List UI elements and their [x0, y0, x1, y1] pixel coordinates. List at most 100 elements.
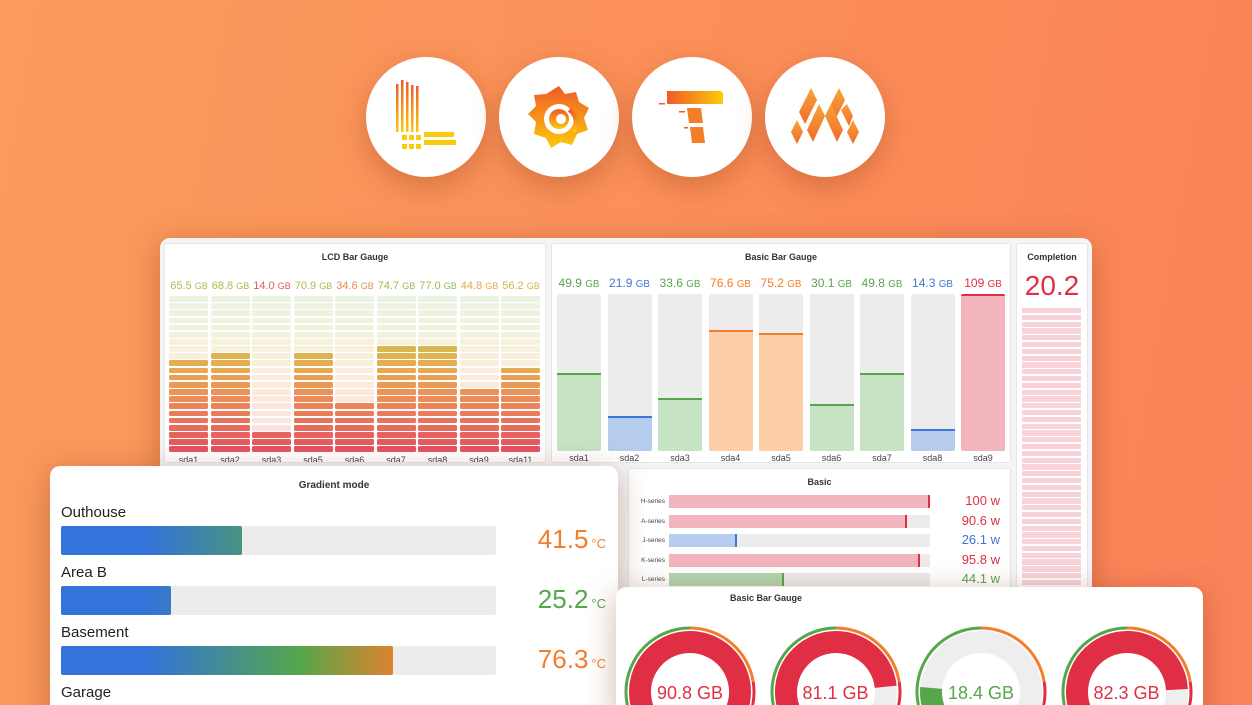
- lcd-cell: [293, 303, 333, 309]
- lcd-cell: [210, 439, 250, 445]
- bar-value: 21.9 GB: [609, 276, 650, 290]
- lcd-cell: [293, 403, 333, 410]
- lcd-cell: [293, 353, 333, 359]
- lcd-cell: [418, 417, 457, 424]
- gradient-mode-card: Gradient mode Outhouse 41.5 °C Area B 25.2 °C…: [50, 466, 618, 705]
- completion-cell: [1022, 328, 1081, 334]
- lcd-cell: [335, 417, 374, 424]
- completion-cell: [1022, 382, 1081, 389]
- lcd-cell: [418, 360, 457, 367]
- series-value: 90.6 w: [961, 512, 1000, 528]
- lcd-value: 34.6 GB: [336, 280, 374, 292]
- lcd-cell: [169, 381, 208, 388]
- lcd-cell: [418, 324, 457, 331]
- lcd-cell: [252, 396, 291, 402]
- lcd-cell: [169, 360, 208, 367]
- completion-cell: [1022, 518, 1081, 524]
- bar-label: sda6: [821, 453, 842, 463]
- lcd-cell: [293, 439, 333, 445]
- series-bar-track: [669, 534, 930, 547]
- lcd-cell: [501, 346, 540, 352]
- completion-cell: [1022, 545, 1081, 552]
- lcd-bar: [459, 296, 499, 452]
- completion-panel[interactable]: Completion 20.2: [1016, 243, 1088, 595]
- lcd-cell: [501, 339, 540, 345]
- lcd-cell: [376, 389, 416, 395]
- bar-label: sda5: [771, 453, 791, 463]
- lcd-cell: [459, 432, 499, 438]
- lcd-cell: [169, 353, 208, 359]
- completion-cell: [1022, 314, 1081, 321]
- lcd-cell: [418, 424, 457, 431]
- lcd-cell: [293, 310, 333, 317]
- lcd-cell: [335, 424, 374, 431]
- bar-track: [910, 294, 955, 451]
- series-label: L-series: [641, 576, 665, 583]
- series-bar-track: [669, 553, 930, 567]
- completion-cell: [1022, 559, 1081, 565]
- bar-label: sda9: [973, 453, 993, 463]
- lcd-cell: [418, 317, 457, 324]
- completion-cell: [1022, 403, 1081, 409]
- lcd-cell: [210, 367, 250, 374]
- lcd-cell: [501, 353, 540, 359]
- lcd-cell: [169, 417, 208, 424]
- lcd-cell: [376, 360, 416, 367]
- lcd-label: sda8: [427, 455, 448, 463]
- lcd-cell: [252, 410, 291, 417]
- lcd-cell: [210, 317, 250, 324]
- lcd-cell: [501, 389, 540, 395]
- bar-value: 76.6 GB: [710, 276, 751, 290]
- gauge-card: Basic Bar Gauge 90.8 GB 81.1 GB 18.4 GB 82.…: [616, 587, 1203, 705]
- lcd-cell: [335, 346, 374, 352]
- lcd-cell: [210, 374, 250, 381]
- lcd-cell: [418, 310, 457, 317]
- basic-panel[interactable]: Basic H-series 100 w A-series 90.6 w J-serie…: [628, 468, 1011, 595]
- lcd-cell: [252, 374, 291, 381]
- lcd-cell: [501, 303, 540, 309]
- lcd-cell: [169, 324, 208, 331]
- lcd-cell: [210, 346, 250, 352]
- lcd-cell: [501, 324, 540, 331]
- lcd-cell: [418, 381, 457, 388]
- lcd-cell: [459, 381, 499, 388]
- panel-title: Basic: [807, 477, 832, 487]
- lcd-cell: [210, 331, 250, 338]
- bar-track: [860, 294, 904, 451]
- lcd-label: sda1: [178, 455, 199, 463]
- lcd-cell: [210, 396, 250, 402]
- lcd-label: sda3: [261, 455, 282, 463]
- completion-cell: [1022, 484, 1081, 491]
- lcd-cell: [459, 410, 499, 417]
- mimir-logo: [765, 57, 885, 177]
- lcd-cell: [501, 410, 540, 417]
- series-value: 44.1 w: [961, 571, 1000, 586]
- basic-bar-gauge-panel[interactable]: Basic Bar Gauge 49.9 GB sda1 21.9 GB sda2 33…: [551, 243, 1011, 463]
- series-label: K-series: [641, 556, 665, 564]
- completion-cell: [1022, 573, 1081, 579]
- lcd-cell: [293, 424, 333, 431]
- lcd-cell: [418, 296, 457, 302]
- completion-cell: [1022, 409, 1081, 416]
- lcd-cell: [210, 417, 250, 424]
- lcd-cell: [335, 403, 374, 410]
- completion-cell: [1022, 341, 1081, 348]
- lcd-cell: [418, 367, 457, 374]
- bar-label: sda7: [872, 453, 892, 463]
- lcd-bar: [252, 296, 291, 452]
- lcd-cell: [210, 410, 250, 417]
- lcd-cell: [293, 324, 333, 331]
- series-bar-fill: [669, 514, 907, 528]
- lcd-cell: [293, 446, 333, 452]
- lcd-cell: [335, 331, 374, 338]
- bar-track: [658, 294, 702, 451]
- lcd-cell: [459, 310, 499, 317]
- lcd-cell: [501, 417, 540, 424]
- series-value: 100 w: [965, 493, 1000, 508]
- lcd-bar-gauge-panel[interactable]: LCD Bar Gauge 65.5 GB sda1 68.8 GB sda2 14.0…: [164, 243, 546, 463]
- lcd-cell: [418, 403, 457, 410]
- lcd-cell: [293, 417, 333, 424]
- bar-track: [809, 294, 854, 451]
- gradient-value: 25.2 °C: [537, 584, 606, 614]
- lcd-cell: [210, 360, 250, 367]
